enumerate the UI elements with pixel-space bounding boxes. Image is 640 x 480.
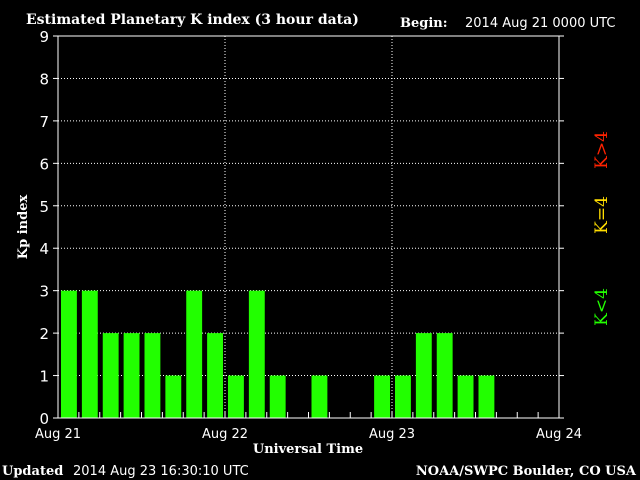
legend-mid: K=4 [592, 196, 612, 234]
kp-bar [61, 290, 77, 418]
kp-bar [311, 375, 328, 418]
kp-bar [102, 333, 119, 418]
y-tick-label: 2 [39, 325, 49, 343]
x-tick-labels: Aug 21 Aug 22 Aug 23 Aug 24 [35, 427, 582, 442]
x-axis-label: Universal Time [253, 442, 363, 457]
kp-bar [81, 290, 98, 418]
y-tick-label: 7 [39, 113, 49, 131]
kp-bar [478, 375, 495, 418]
y-tick-label: 5 [39, 198, 49, 216]
y-tick-label: 4 [39, 240, 49, 258]
bars [61, 290, 495, 418]
x-tick-label: Aug 22 [202, 427, 248, 442]
plot-frame [57, 35, 560, 419]
kp-bar [457, 375, 474, 418]
kp-bar [395, 375, 411, 418]
updated-value: 2014 Aug 23 16:30:10 UTC [73, 464, 249, 479]
kp-bar [144, 333, 161, 418]
kp-bar [415, 333, 432, 418]
kp-bar [374, 375, 390, 418]
chart-title: Estimated Planetary K index (3 hour data… [26, 12, 359, 28]
begin-label: Begin: [400, 16, 448, 31]
kp-bar [269, 375, 286, 418]
kp-bar [248, 290, 265, 418]
x-tick-label: Aug 21 [35, 427, 81, 442]
y-tick-label: 1 [39, 368, 49, 386]
kp-bar [165, 375, 182, 418]
y-tick-label: 3 [39, 283, 49, 301]
grid-lines [58, 36, 559, 418]
axis-ticks [53, 35, 564, 419]
y-tick-label: 6 [39, 155, 49, 173]
kp-bar [123, 333, 140, 418]
updated-label: Updated [2, 464, 63, 479]
y-tick-label: 9 [39, 28, 49, 46]
x-tick-label: Aug 23 [369, 427, 415, 442]
kp-bar [436, 333, 453, 418]
kp-bar [207, 333, 223, 418]
y-axis-label: Kp index [16, 195, 31, 260]
y-tick-labels: 0 1 2 3 4 5 6 7 8 9 [39, 28, 49, 428]
kp-bar [186, 290, 203, 418]
y-tick-label: 0 [39, 410, 49, 428]
legend-high: K>4 [592, 131, 612, 169]
legend-low: K<4 [592, 288, 612, 326]
y-tick-label: 8 [39, 70, 49, 88]
begin-value: 2014 Aug 21 0000 UTC [465, 16, 615, 31]
kp-bar [228, 375, 244, 418]
x-tick-label: Aug 24 [536, 427, 582, 442]
credit: NOAA/SWPC Boulder, CO USA [416, 464, 637, 479]
